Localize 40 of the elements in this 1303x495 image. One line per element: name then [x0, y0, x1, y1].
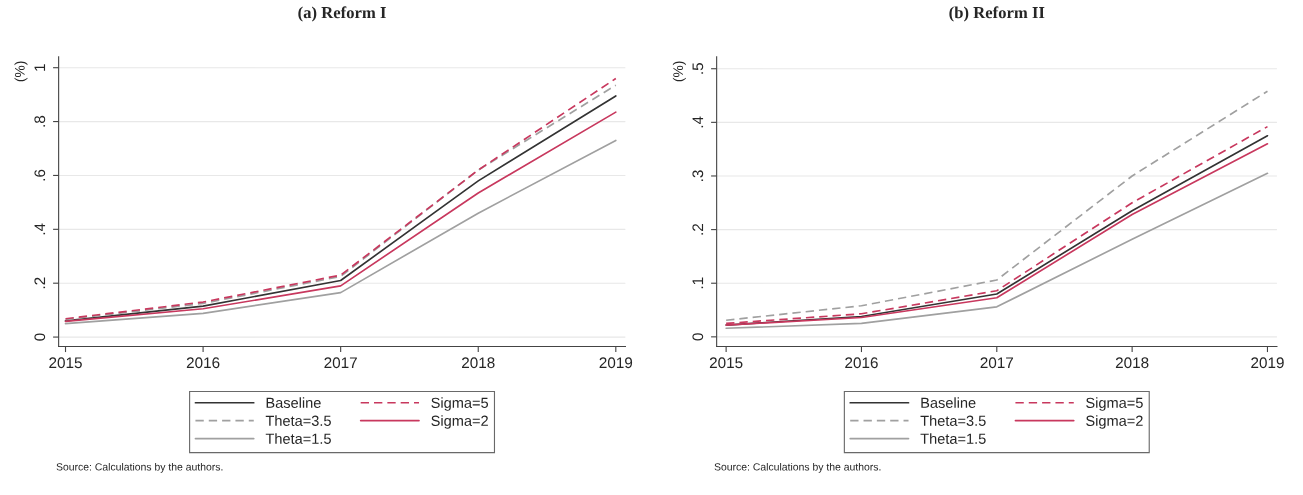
legend-label: Theta=3.5	[920, 415, 986, 426]
legend-label: Sigma=2	[431, 415, 488, 429]
legend-label: Sigma=2	[1086, 415, 1143, 429]
legend-label: Baseline	[266, 397, 321, 408]
chart-title: (b) Reform II	[949, 6, 1045, 22]
legend-label: Theta=1.5	[920, 433, 986, 444]
y-tick-label: .6	[34, 169, 46, 181]
x-tick-label: 2018	[462, 357, 495, 369]
x-tick-label: 2016	[186, 357, 220, 369]
x-tick-label: 2019	[599, 357, 633, 369]
y-tick-label: .4	[34, 223, 46, 235]
y-tick-label: .5	[692, 62, 704, 74]
x-tick-label: 2015	[49, 357, 82, 369]
x-tick-label: 2017	[980, 357, 1014, 369]
legend-label: Sigma=5	[431, 397, 489, 411]
x-tick-label: 2018	[1115, 357, 1149, 369]
y-axis-title: (%)	[672, 61, 686, 82]
legend-label: Sigma=5	[1086, 397, 1143, 411]
source-note: Source: Calculations by the authors.	[56, 462, 223, 473]
x-tick-label: 2019	[1251, 357, 1284, 369]
y-tick-label: .4	[692, 116, 704, 128]
y-tick-label: .3	[692, 170, 704, 181]
legend-label: Theta=1.5	[265, 433, 331, 444]
line-series	[725, 172, 1269, 330]
y-tick-label: .1	[692, 277, 704, 289]
y-tick-label: 0	[34, 333, 46, 341]
x-tick-label: 2017	[324, 357, 357, 369]
y-tick-label: 0	[692, 333, 704, 341]
line-series	[725, 90, 1269, 322]
y-axis-title: (%)	[14, 61, 28, 82]
legend-label: Baseline	[921, 397, 976, 408]
source-note: Source: Calculations by the authors.	[714, 462, 881, 473]
y-tick-label: .2	[34, 277, 46, 289]
x-tick-label: 2015	[709, 357, 743, 369]
chart-title: (a) Reform I	[298, 6, 386, 22]
legend-label: Theta=3.5	[265, 415, 331, 426]
x-tick-label: 2016	[845, 357, 878, 369]
y-tick-label: 1	[34, 64, 46, 71]
y-tick-label: .8	[34, 115, 46, 127]
y-tick-label: .2	[692, 223, 704, 235]
